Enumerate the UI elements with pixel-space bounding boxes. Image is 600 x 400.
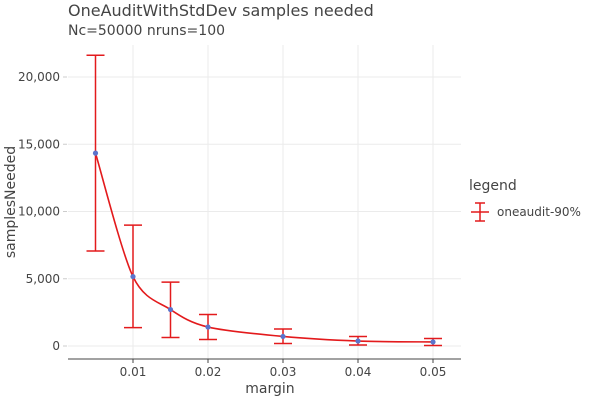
data-point[interactable] (280, 333, 286, 340)
y-tick-label: 5,000 (26, 272, 60, 286)
chart-subtitle: Nc=50000 nruns=100 (68, 23, 225, 39)
y-axis-title: samplesNeeded (3, 146, 19, 258)
data-point[interactable] (130, 273, 136, 280)
x-tick-label: 0.02 (195, 365, 222, 379)
x-axis-title: margin (245, 381, 294, 397)
data-point[interactable] (205, 324, 211, 330)
data-points (92, 150, 436, 345)
y-axis-ticks: 0 5,000 10,000 15,000 20,000 (18, 70, 67, 353)
data-point[interactable] (430, 339, 436, 345)
data-point[interactable] (92, 150, 99, 156)
data-point[interactable] (355, 338, 361, 344)
legend-title: legend (469, 178, 517, 194)
y-tick-label: 15,000 (18, 137, 60, 151)
series-line (94, 152, 434, 343)
data-point[interactable] (167, 306, 174, 313)
gridlines (68, 45, 461, 359)
errorbar-legend-icon (471, 202, 489, 222)
y-tick-label: 0 (52, 339, 60, 353)
error-bars (86, 54, 442, 347)
x-tick-label: 0.01 (120, 365, 147, 379)
legend[interactable]: legend oneaudit-90% (469, 178, 581, 222)
x-tick-label: 0.03 (270, 365, 297, 379)
legend-item-label: oneaudit-90% (497, 205, 581, 219)
chart-title: OneAuditWithStdDev samples needed (68, 1, 374, 20)
x-tick-label: 0.05 (420, 365, 447, 379)
y-tick-label: 10,000 (18, 205, 60, 219)
x-tick-label: 0.04 (345, 365, 372, 379)
x-axis-ticks: 0.01 0.02 0.03 0.04 0.05 (120, 359, 447, 379)
y-tick-label: 20,000 (18, 70, 60, 84)
